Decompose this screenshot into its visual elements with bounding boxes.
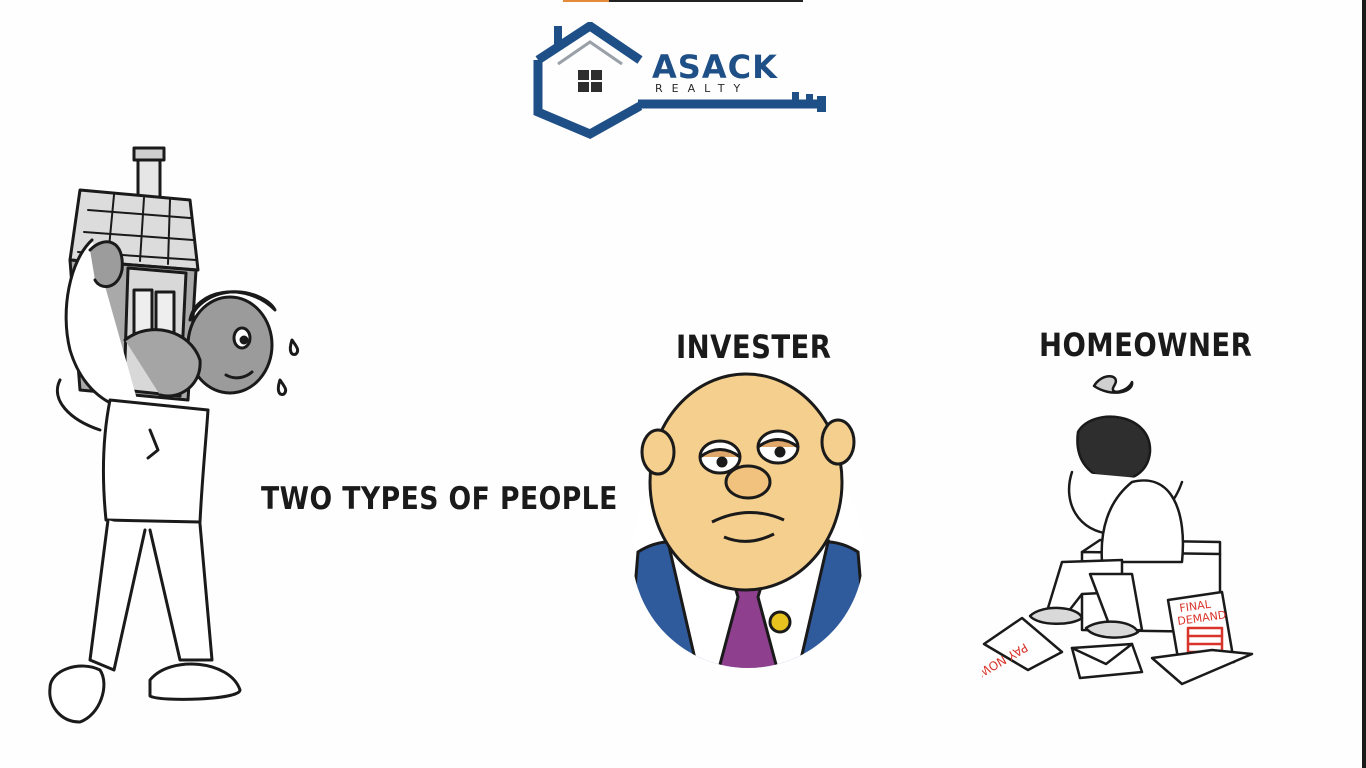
logo-name: ASACK <box>652 48 778 86</box>
asack-realty-logo: ASACK REALTY <box>530 20 830 140</box>
progress-bar-accent <box>563 0 609 2</box>
house-key-icon <box>533 20 826 140</box>
frame-edge <box>1362 0 1366 768</box>
investor-portrait-icon <box>632 372 864 668</box>
homeowner-illustration: PAY NOW! FINAL DEMAND <box>971 362 1262 696</box>
man-carrying-house-icon <box>48 146 300 724</box>
investor-caption: INVESTER <box>676 328 832 366</box>
homeowner-caption: HOMEOWNER <box>1039 326 1253 364</box>
man-carrying-house-illustration <box>30 140 320 744</box>
final-demand-notice-line1: FINAL <box>1179 598 1213 615</box>
stressed-homeowner-icon: PAY NOW! FINAL DEMAND <box>971 375 1254 686</box>
investor-illustration <box>628 372 868 676</box>
main-caption: TWO TYPES OF PEOPLE <box>261 481 618 517</box>
progress-bar <box>563 0 803 2</box>
logo-tagline: REALTY <box>655 82 750 95</box>
